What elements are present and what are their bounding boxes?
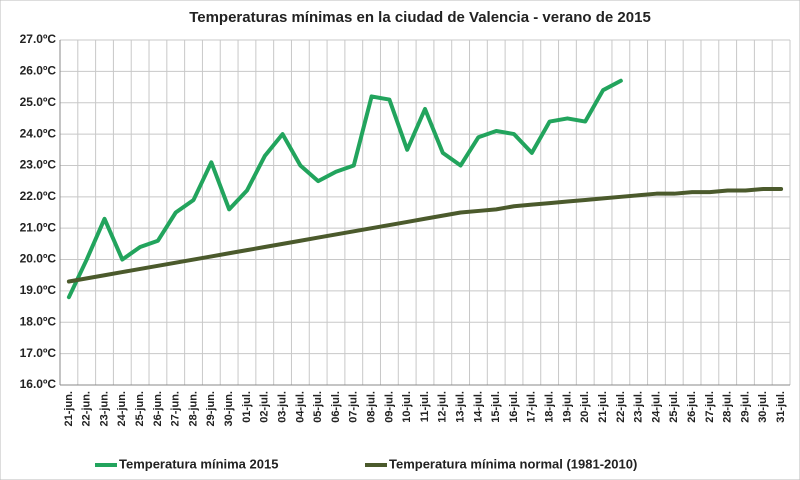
y-tick-label: 26.0ºC	[20, 64, 57, 78]
x-tick-label: 27-jul.	[704, 391, 716, 423]
y-tick-label: 19.0ºC	[20, 283, 57, 297]
x-tick-label: 05-jul.	[312, 391, 324, 423]
x-tick-label: 29-jul.	[739, 391, 751, 423]
y-tick-label: 20.0ºC	[20, 252, 57, 266]
series-line	[66, 78, 623, 300]
y-tick-label: 23.0ºC	[20, 158, 57, 172]
series-line	[66, 186, 784, 284]
x-tick-label: 16-jul.	[508, 391, 520, 423]
x-tick-label: 30-jun.	[223, 391, 235, 426]
legend-label: Temperatura mínima normal (1981-2010)	[389, 456, 637, 471]
x-tick-label: 19-jul.	[561, 391, 573, 423]
legend-label: Temperatura mínima 2015	[119, 456, 278, 471]
x-tick-label: 24-jun.	[116, 391, 128, 426]
x-tick-label: 21-jul.	[597, 391, 609, 423]
x-tick-label: 22-jul.	[615, 391, 627, 423]
x-tick-label: 01-jul.	[241, 391, 253, 423]
x-tick-label: 27-jun.	[170, 391, 182, 426]
x-tick-label: 12-jul.	[437, 391, 449, 423]
x-tick-label: 08-jul.	[365, 391, 377, 423]
x-tick-label: 28-jul.	[722, 391, 734, 423]
x-tick-label: 26-jul.	[686, 391, 698, 423]
x-tick-label: 28-jun.	[187, 391, 199, 426]
x-tick-label: 11-jul.	[419, 391, 431, 422]
y-tick-label: 16.0ºC	[20, 377, 57, 391]
y-tick-label: 17.0ºC	[20, 346, 57, 360]
y-tick-label: 24.0ºC	[20, 126, 57, 140]
x-tick-label: 20-jul.	[579, 391, 591, 423]
chart-title: Temperaturas mínimas en la ciudad de Val…	[189, 9, 651, 26]
x-tick-label: 31-jul.	[775, 391, 787, 423]
x-tick-label: 17-jul.	[526, 391, 538, 423]
x-tick-label: 30-jul.	[757, 391, 769, 423]
x-tick-label: 22-jun.	[81, 391, 93, 426]
x-tick-label: 29-jun.	[205, 391, 217, 426]
x-tick-label: 21-jun.	[63, 391, 75, 426]
y-tick-label: 27.0ºC	[20, 32, 57, 46]
x-tick-label: 04-jul.	[294, 391, 306, 423]
x-tick-label: 02-jul.	[259, 391, 271, 423]
x-tick-label: 26-jun.	[152, 391, 164, 426]
x-tick-label: 18-jul.	[544, 391, 556, 423]
x-tick-label: 03-jul.	[276, 391, 288, 423]
x-tick-label: 23-jun.	[98, 391, 110, 426]
x-tick-label: 09-jul.	[383, 391, 395, 423]
y-tick-label: 22.0ºC	[20, 189, 57, 203]
x-tick-label: 24-jul.	[650, 391, 662, 423]
x-tick-label: 10-jul.	[401, 391, 413, 423]
y-tick-label: 18.0ºC	[20, 314, 57, 328]
y-tick-label: 25.0ºC	[20, 95, 57, 109]
x-tick-label: 14-jul.	[472, 391, 484, 423]
x-tick-label: 25-jun.	[134, 391, 146, 426]
y-tick-label: 21.0ºC	[20, 220, 57, 234]
x-tick-label: 13-jul.	[455, 391, 467, 423]
x-tick-label: 23-jul.	[633, 391, 645, 423]
x-tick-label: 07-jul.	[348, 391, 360, 423]
x-tick-label: 15-jul.	[490, 391, 502, 423]
x-tick-label: 25-jul.	[668, 391, 680, 423]
x-tick-label: 06-jul.	[330, 391, 342, 423]
